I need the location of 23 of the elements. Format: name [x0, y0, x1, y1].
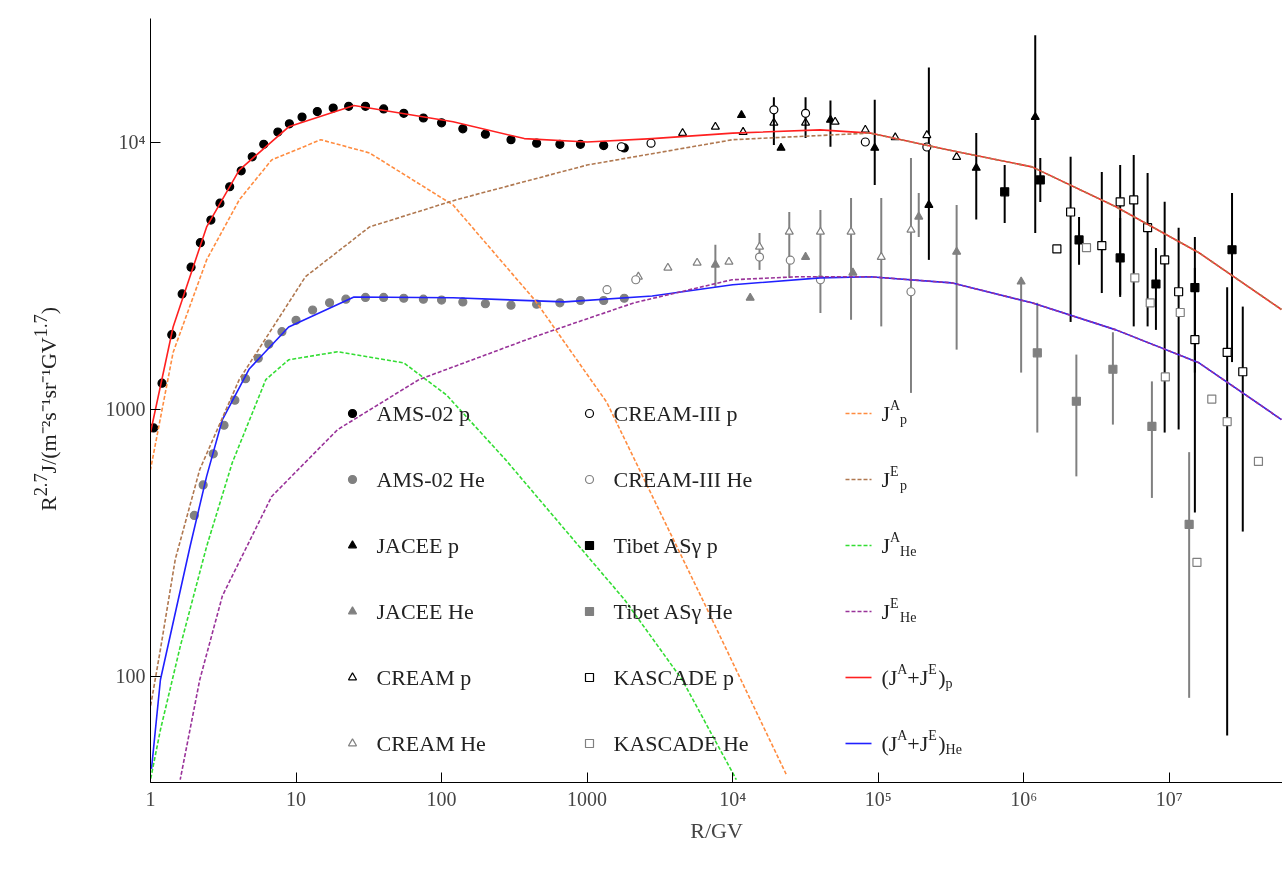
legend-label: KASCADE He — [613, 731, 749, 756]
x-tick-label: 10⁵ — [864, 787, 892, 810]
x-tick-label: 1000 — [567, 787, 608, 810]
x-tick-label: 10 — [286, 787, 307, 810]
y-tick-label: 1000 — [105, 398, 146, 421]
legend-label: CREAM-III He — [613, 467, 753, 492]
legend-label: CREAM p — [376, 665, 472, 690]
x-tick-label: 10⁷ — [1155, 787, 1183, 810]
x-tick-label: 10⁴ — [719, 787, 747, 810]
y-tick-label: 100 — [115, 665, 146, 688]
x-tick-label: 100 — [426, 787, 457, 810]
legend-label: CREAM-III p — [613, 401, 738, 426]
legend-label: JACEE He — [376, 599, 474, 624]
x-tick-label: 1 — [145, 787, 156, 810]
legend-label: Tibet ASγ He — [613, 599, 733, 624]
x-tick-label: 10⁶ — [1010, 787, 1038, 810]
x-axis-title: R/GV — [690, 817, 743, 843]
legend-label: AMS-02 He — [376, 467, 485, 492]
legend-label: JACEE p — [376, 533, 459, 558]
legend-label: CREAM He — [376, 731, 486, 756]
y-tick-label: 10⁴ — [118, 131, 146, 154]
legend-label: KASCADE p — [613, 665, 734, 690]
legend-label: Tibet ASγ p — [613, 533, 718, 558]
